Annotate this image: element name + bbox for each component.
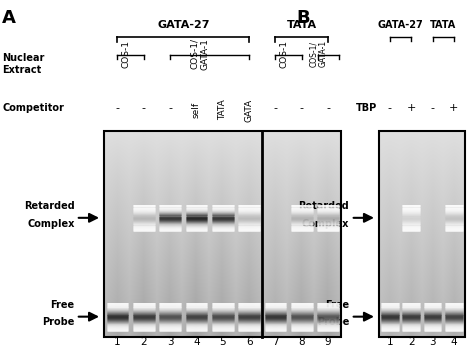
Text: -: -	[168, 103, 172, 113]
Text: COS-1/
GATA-1: COS-1/ GATA-1	[190, 38, 210, 70]
Text: TATA: TATA	[287, 20, 317, 30]
Text: GATA: GATA	[245, 98, 254, 122]
Text: -: -	[116, 103, 119, 113]
Text: 2: 2	[408, 337, 414, 347]
Text: 4: 4	[451, 337, 457, 347]
Text: Retarded: Retarded	[24, 201, 74, 212]
Text: Free: Free	[325, 300, 349, 310]
Text: Probe: Probe	[317, 317, 349, 327]
Text: COS-1/
GATA-1: COS-1/ GATA-1	[309, 40, 328, 67]
Text: COS-1: COS-1	[122, 40, 131, 67]
Text: 3: 3	[429, 337, 436, 347]
Text: TATA: TATA	[219, 100, 227, 120]
Text: Retarded: Retarded	[299, 201, 349, 212]
Text: B: B	[296, 9, 310, 27]
Text: 8: 8	[299, 337, 305, 347]
Text: GATA-27: GATA-27	[157, 20, 210, 30]
Text: COS-1: COS-1	[280, 40, 289, 67]
Text: 5: 5	[219, 337, 226, 347]
Text: Complex: Complex	[302, 219, 349, 229]
Text: 3: 3	[167, 337, 173, 347]
Text: 7: 7	[272, 337, 279, 347]
Text: Probe: Probe	[42, 317, 74, 327]
Text: self: self	[192, 102, 201, 118]
Text: 6: 6	[246, 337, 253, 347]
Text: TATA: TATA	[430, 20, 456, 30]
Text: -: -	[300, 103, 304, 113]
Text: 4: 4	[193, 337, 200, 347]
Text: 9: 9	[325, 337, 331, 347]
Text: -: -	[326, 103, 330, 113]
Text: 1: 1	[114, 337, 121, 347]
Text: +: +	[407, 103, 416, 113]
Text: -: -	[273, 103, 277, 113]
Text: Nuclear
Extract: Nuclear Extract	[2, 53, 45, 75]
Text: A: A	[2, 9, 16, 27]
Bar	[379, 131, 465, 337]
Text: Complex: Complex	[27, 219, 74, 229]
Text: TBP: TBP	[356, 103, 377, 113]
Text: 1: 1	[387, 337, 393, 347]
Text: -: -	[388, 103, 392, 113]
Text: GATA-27: GATA-27	[378, 20, 423, 30]
Text: -: -	[142, 103, 146, 113]
Text: Competitor: Competitor	[2, 103, 64, 113]
Text: +: +	[449, 103, 458, 113]
Text: Free: Free	[50, 300, 74, 310]
Text: -: -	[430, 103, 435, 113]
Bar	[104, 131, 341, 337]
Text: 2: 2	[140, 337, 147, 347]
